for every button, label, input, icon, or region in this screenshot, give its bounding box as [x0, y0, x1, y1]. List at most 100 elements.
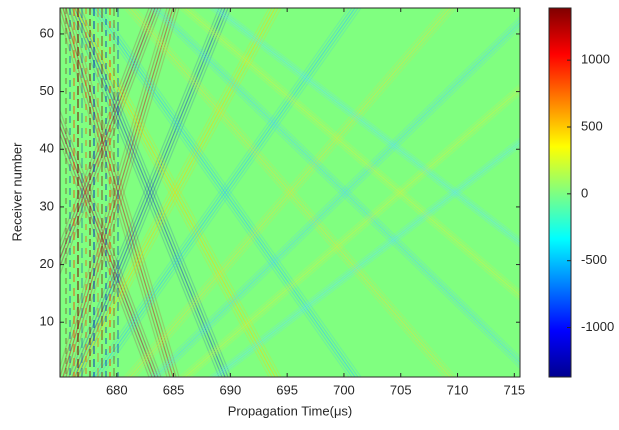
wave-front	[88, 8, 350, 377]
wave-front	[77, 8, 279, 377]
wave-front	[60, 117, 159, 377]
wave-front	[148, 15, 520, 377]
wave-front	[60, 8, 159, 268]
wave-front	[211, 8, 520, 246]
wave-front	[60, 8, 156, 261]
wave-front	[178, 8, 520, 302]
wave-front	[129, 8, 451, 377]
wave-front	[68, 8, 270, 377]
colorbar	[549, 8, 571, 377]
y-tick-label: 20	[40, 256, 54, 271]
wave-front	[214, 141, 520, 377]
wave-front	[77, 8, 279, 377]
wave-front	[62, 8, 174, 377]
wave-front	[71, 8, 273, 377]
x-tick-label: 705	[390, 382, 412, 397]
plot-frame	[59, 7, 521, 378]
wave-front	[100, 8, 362, 377]
wave-front	[68, 8, 220, 377]
colorbar-tick-label: -500	[581, 252, 607, 267]
wave-front	[65, 8, 177, 377]
wave-front	[151, 8, 520, 367]
wave-front	[97, 8, 359, 377]
wave-front	[80, 8, 282, 377]
wave-front	[208, 8, 520, 248]
colorbar-tick-label: 1000	[581, 52, 610, 67]
wave-front	[181, 86, 520, 377]
x-tick-label: 685	[163, 382, 185, 397]
wave-front	[68, 8, 220, 377]
wave-front	[71, 8, 273, 377]
wave-front	[211, 139, 520, 377]
wave-front	[80, 8, 232, 377]
wave-front	[80, 8, 232, 377]
wave-front	[187, 91, 520, 377]
x-tick-label: 700	[333, 382, 355, 397]
wave-front	[91, 8, 353, 377]
y-tick-label: 50	[40, 83, 54, 98]
wave-front	[126, 8, 448, 377]
x-tick-label: 715	[503, 382, 525, 397]
wave-front	[80, 8, 282, 377]
wave-front	[88, 8, 350, 377]
x-tick-label: 710	[447, 382, 469, 397]
wave-front	[135, 8, 457, 377]
wave-front	[157, 24, 520, 377]
wave-front	[60, 140, 150, 377]
wave-front	[60, 8, 150, 245]
wave-front	[208, 137, 520, 377]
wave-front	[126, 8, 448, 377]
x-tick-label: 695	[276, 382, 298, 397]
colorbar-tick-label: -1000	[581, 319, 614, 334]
wave-front	[220, 8, 520, 239]
wave-front	[91, 8, 353, 377]
wave-front	[60, 132, 153, 377]
wave-front	[132, 8, 454, 377]
wave-front	[123, 8, 445, 377]
y-tick-label: 10	[40, 314, 54, 329]
wave-front	[135, 8, 457, 377]
wave-front	[187, 8, 520, 294]
wave-front	[68, 8, 180, 377]
wave-front	[77, 8, 229, 377]
colorbar-tick-label: 0	[581, 185, 588, 200]
wave-front	[160, 27, 520, 377]
x-axis-label: Propagation Time(μs)	[228, 403, 353, 418]
colorbar-frame	[548, 7, 572, 378]
y-tick-label: 40	[40, 141, 54, 156]
y-tick-label: 30	[40, 198, 54, 213]
wave-front	[60, 8, 153, 253]
y-axis-label: Receiver number	[9, 142, 24, 242]
x-tick-label: 680	[106, 382, 128, 397]
wave-front	[71, 8, 223, 377]
wave-front	[181, 8, 520, 299]
wave-front	[123, 8, 445, 377]
wave-front	[68, 8, 270, 377]
wave-front	[74, 8, 276, 377]
wave-front	[97, 8, 359, 377]
wave-front	[217, 8, 520, 241]
wave-front	[94, 8, 356, 377]
wave-front	[190, 8, 520, 292]
wave-front	[160, 8, 520, 358]
wave-front	[71, 8, 223, 377]
x-tick-label: 690	[220, 382, 242, 397]
wave-front	[217, 144, 520, 377]
wave-front	[220, 146, 520, 377]
wave-front	[60, 8, 168, 370]
wave-front	[60, 15, 168, 377]
wave-front	[190, 93, 520, 377]
wave-front	[154, 21, 520, 377]
wave-front	[68, 8, 180, 377]
wave-front	[65, 8, 177, 377]
wave-pattern	[60, 8, 520, 377]
wave-front	[74, 8, 226, 377]
wave-front	[148, 8, 520, 370]
wave-front	[178, 83, 520, 377]
wave-front	[60, 8, 171, 377]
wave-front	[151, 18, 520, 377]
wave-front	[184, 88, 520, 377]
wave-front	[157, 8, 520, 361]
y-tick-label: 60	[40, 25, 54, 40]
